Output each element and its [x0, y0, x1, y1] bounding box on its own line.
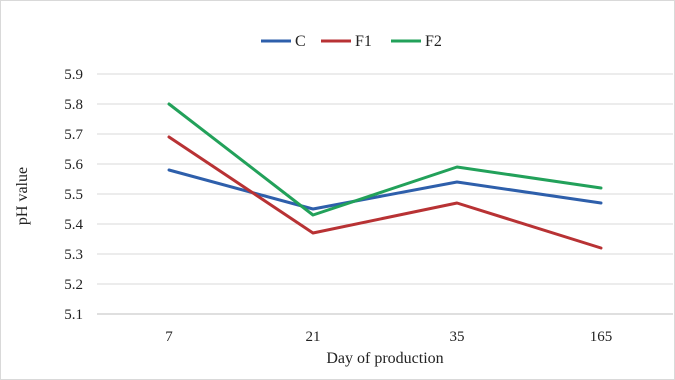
- x-tick-label: 7: [165, 329, 173, 345]
- y-tick-label: 5.9: [64, 67, 83, 83]
- x-tick-label: 165: [590, 329, 613, 345]
- y-tick-label: 5.6: [64, 157, 83, 173]
- y-tick-label: 5.3: [64, 247, 83, 263]
- legend: C F1 F2: [261, 33, 442, 50]
- legend-label-c: C: [295, 33, 306, 50]
- x-tick-labels: 7 21 35 165: [165, 329, 612, 345]
- y-tick-label: 5.2: [64, 277, 83, 293]
- series-line-f1: [167, 135, 603, 250]
- legend-label-f2: F2: [425, 33, 442, 50]
- y-tick-label: 5.8: [64, 97, 83, 113]
- x-axis-title: Day of production: [326, 350, 443, 367]
- series-lines: [167, 102, 603, 250]
- y-tick-label: 5.4: [64, 217, 83, 233]
- legend-label-f1: F1: [355, 33, 372, 50]
- series-line-f2: [167, 102, 603, 217]
- y-tick-label: 5.1: [64, 307, 83, 323]
- series-line-c: [167, 168, 603, 211]
- x-tick-label: 35: [450, 329, 465, 345]
- y-axis-title: pH value: [14, 167, 31, 225]
- y-tick-label: 5.5: [64, 187, 83, 203]
- y-tick-label: 5.7: [64, 127, 83, 143]
- y-tick-labels: 5.1 5.2 5.3 5.4 5.5 5.6 5.7 5.8 5.9: [64, 67, 83, 323]
- x-tick-label: 21: [306, 329, 321, 345]
